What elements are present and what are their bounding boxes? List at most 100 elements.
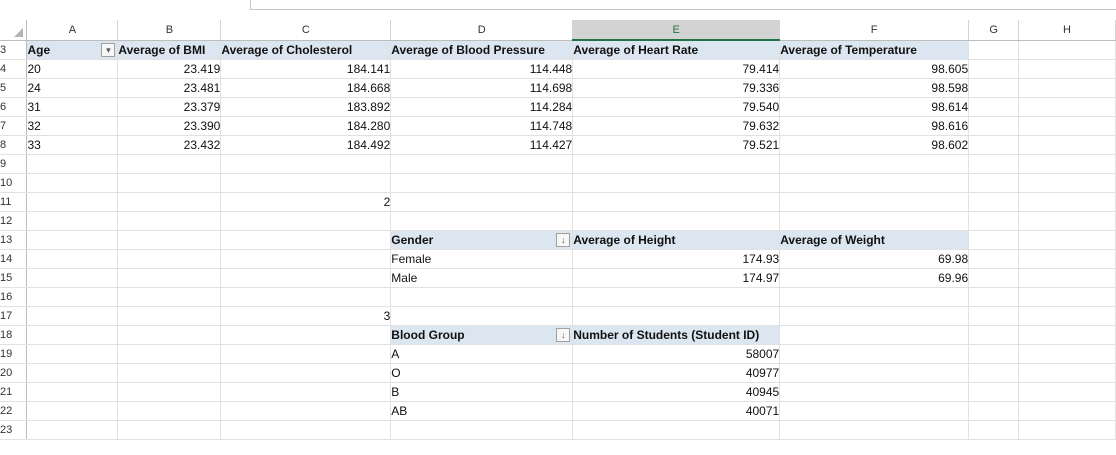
cell[interactable] (968, 363, 1020, 383)
pivot-cell[interactable]: 40945 (572, 382, 781, 402)
cell[interactable] (117, 192, 222, 212)
cell[interactable] (779, 306, 970, 326)
pivot-cell[interactable]: 23.390 (117, 116, 222, 136)
pivot-cell[interactable]: 184.141 (220, 59, 392, 79)
pivot-cell[interactable]: 40977 (572, 363, 781, 383)
cell[interactable] (117, 420, 222, 440)
cell[interactable] (26, 420, 119, 440)
cell[interactable] (968, 420, 1020, 440)
pivot-cell-age[interactable]: 24 (26, 78, 119, 98)
cell[interactable] (968, 78, 1020, 98)
cell[interactable] (26, 401, 119, 421)
column-header-a[interactable]: A (26, 20, 119, 41)
cell[interactable] (390, 211, 574, 231)
pivot-cell[interactable]: 174.97 (572, 268, 781, 288)
cell[interactable] (1018, 363, 1116, 383)
cell[interactable] (117, 230, 222, 250)
filter-sort-icon[interactable]: ▾ (101, 42, 116, 57)
row-header[interactable]: 20 (0, 363, 28, 383)
cell[interactable] (968, 401, 1020, 421)
cell[interactable] (26, 211, 119, 231)
pivot-cell[interactable]: 79.540 (572, 97, 781, 117)
cell[interactable] (779, 154, 970, 174)
cell[interactable] (572, 173, 781, 193)
cell[interactable] (572, 306, 781, 326)
cell[interactable] (968, 325, 1020, 345)
pivot-header-gender[interactable]: Gender ↓ (390, 230, 574, 250)
cell[interactable] (968, 59, 1020, 79)
cell[interactable] (1018, 230, 1116, 250)
cell[interactable] (220, 363, 392, 383)
cell[interactable] (26, 382, 119, 402)
select-all-corner[interactable] (0, 20, 28, 41)
pivot-cell-age[interactable]: 20 (26, 59, 119, 79)
cell[interactable] (117, 268, 222, 288)
cell[interactable] (220, 173, 392, 193)
cell[interactable] (117, 249, 222, 269)
sort-descending-icon[interactable]: ↓ (556, 232, 571, 247)
pivot-cell[interactable]: 23.419 (117, 59, 222, 79)
row-header[interactable]: 16 (0, 287, 28, 307)
cell[interactable] (1018, 135, 1116, 155)
cell[interactable] (117, 211, 222, 231)
cell[interactable] (1018, 59, 1116, 79)
pivot-cell[interactable]: 23.379 (117, 97, 222, 117)
cell[interactable] (968, 40, 1020, 60)
pivot-cell[interactable]: 114.448 (390, 59, 574, 79)
cell[interactable] (779, 420, 970, 440)
row-header[interactable]: 8 (0, 135, 28, 155)
cell[interactable] (968, 287, 1020, 307)
cell[interactable] (117, 382, 222, 402)
column-header-c[interactable]: C (220, 20, 392, 41)
column-header-d[interactable]: D (390, 20, 574, 41)
cell[interactable] (968, 230, 1020, 250)
cell[interactable] (572, 287, 781, 307)
pivot-cell-blood-group[interactable]: O (390, 363, 574, 383)
cell[interactable] (220, 287, 392, 307)
sort-descending-icon[interactable]: ↓ (556, 327, 571, 342)
cell[interactable] (117, 306, 222, 326)
cell[interactable] (26, 192, 119, 212)
pivot-cell[interactable]: 98.602 (779, 135, 970, 155)
column-header-f[interactable]: F (779, 20, 970, 41)
pivot-cell[interactable]: 114.698 (390, 78, 574, 98)
pivot-cell[interactable]: 98.616 (779, 116, 970, 136)
cell[interactable] (1018, 382, 1116, 402)
row-header[interactable]: 6 (0, 97, 28, 117)
row-header[interactable]: 5 (0, 78, 28, 98)
cell[interactable] (1018, 40, 1116, 60)
cell[interactable] (26, 249, 119, 269)
cell[interactable] (117, 344, 222, 364)
cell[interactable] (220, 325, 392, 345)
pivot-header-height[interactable]: Average of Height (572, 230, 781, 250)
pivot-cell-blood-group[interactable]: A (390, 344, 574, 364)
cell[interactable] (1018, 287, 1116, 307)
row-header[interactable]: 12 (0, 211, 28, 231)
row-header[interactable]: 14 (0, 249, 28, 269)
pivot-cell[interactable]: 183.892 (220, 97, 392, 117)
pivot-cell-blood-group[interactable]: AB (390, 401, 574, 421)
cell[interactable] (1018, 268, 1116, 288)
row-header[interactable]: 4 (0, 59, 28, 79)
cell[interactable] (26, 306, 119, 326)
pivot-header-blood-pressure[interactable]: Average of Blood Pressure (390, 40, 574, 60)
cell[interactable] (220, 382, 392, 402)
cell[interactable] (572, 211, 781, 231)
cell[interactable] (390, 287, 574, 307)
cell[interactable] (968, 97, 1020, 117)
pivot-header-heart-rate[interactable]: Average of Heart Rate (572, 40, 781, 60)
cell[interactable] (572, 192, 781, 212)
cell[interactable] (117, 363, 222, 383)
cell[interactable] (117, 154, 222, 174)
pivot-header-temperature[interactable]: Average of Temperature (779, 40, 970, 60)
marker-cell[interactable]: 2 (220, 192, 392, 212)
cell[interactable] (26, 325, 119, 345)
row-header[interactable]: 10 (0, 173, 28, 193)
cell[interactable] (117, 401, 222, 421)
pivot-cell[interactable]: 79.632 (572, 116, 781, 136)
column-header-g[interactable]: G (968, 20, 1020, 41)
pivot-cell-gender[interactable]: Female (390, 249, 574, 269)
cell[interactable] (1018, 116, 1116, 136)
pivot-cell[interactable]: 184.280 (220, 116, 392, 136)
cell[interactable] (1018, 211, 1116, 231)
